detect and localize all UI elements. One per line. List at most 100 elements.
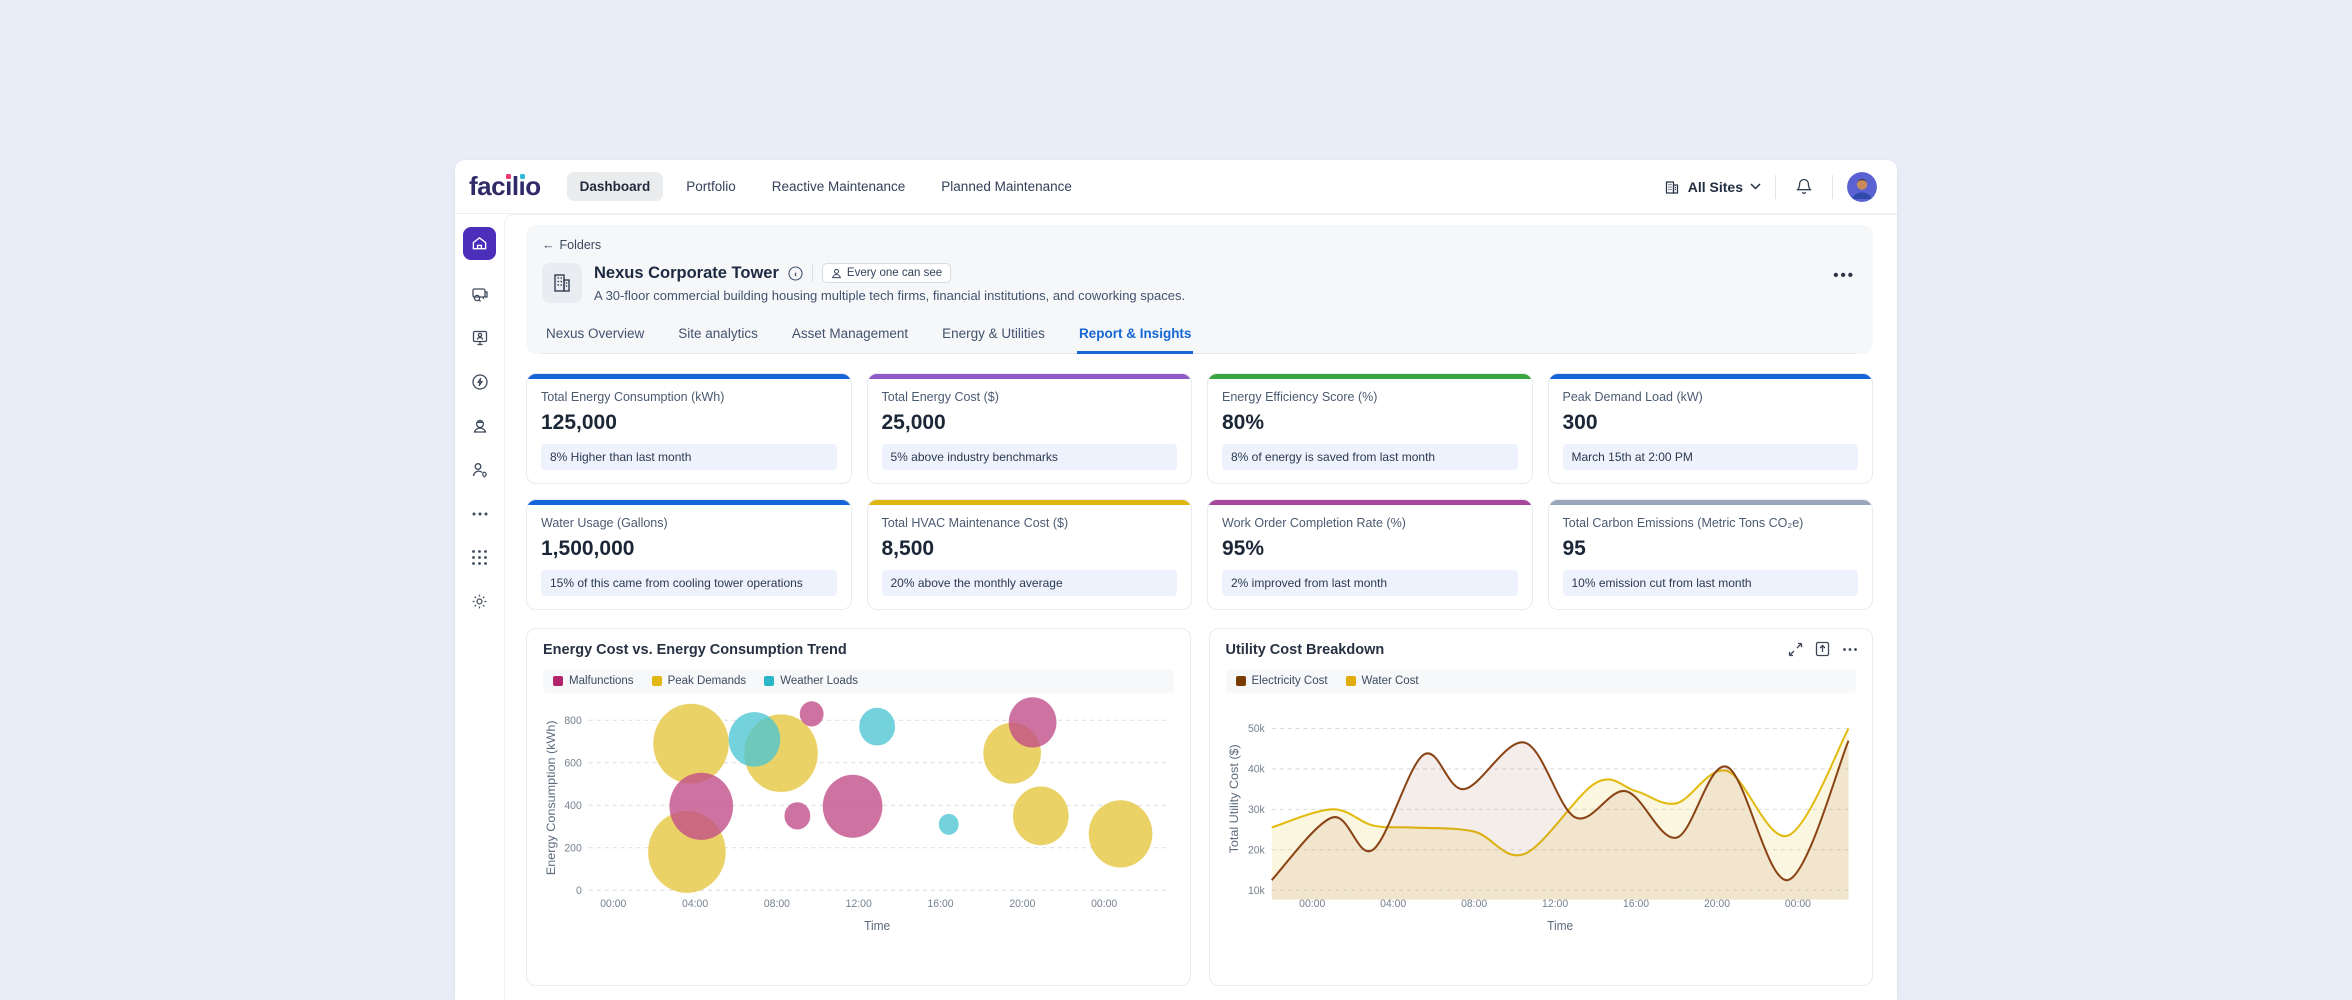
tab-nexus-overview[interactable]: Nexus Overview: [546, 326, 645, 341]
svg-text:00:00: 00:00: [1299, 898, 1325, 910]
kpi-value: 8,500: [881, 537, 935, 560]
kpi-note: 15% of this came from cooling tower oper…: [541, 570, 837, 596]
legend-swatch: [1235, 676, 1246, 686]
bubble-malfunctions: [799, 701, 824, 727]
svg-text:00:00: 00:00: [600, 898, 626, 910]
user-avatar[interactable]: [1847, 171, 1877, 202]
legend-item-malfunctions[interactable]: Malfunctions: [553, 675, 634, 687]
bubble-peak-demands: [1012, 786, 1069, 846]
svg-text:50k: 50k: [1247, 723, 1264, 735]
more-icon[interactable]: [1842, 647, 1858, 652]
header-more-button[interactable]: •••: [1833, 267, 1855, 284]
nav-item-planned-maintenance[interactable]: Planned Maintenance: [941, 179, 1072, 194]
svg-text:04:00: 04:00: [682, 898, 708, 910]
kpi-grid: Total Energy Consumption (kWh) 125,000 8% …: [526, 373, 1873, 610]
legend-item-water-cost[interactable]: Water Cost: [1345, 675, 1419, 687]
kpi-note: 5% above industry benchmarks: [881, 444, 1177, 470]
line-electricity-cost: [1270, 740, 1849, 882]
top-navbar: facı lı o Dashboard Portfolio Reactive Maint…: [455, 160, 1897, 214]
bubble-malfunctions: [669, 772, 734, 840]
line-water-cost: [1270, 727, 1849, 857]
bubble-chart: 0 200 400 600 800 00:00 04:00 08:00 12:00 16:00 20…: [544, 697, 1166, 933]
kpi-title: Peak Demand Load (kW): [1562, 390, 1703, 404]
home-icon: [472, 236, 487, 250]
svg-text:800: 800: [564, 715, 581, 727]
kpi-accent-bar: [527, 500, 851, 505]
kpi-card-total-energy-consumption-kwh: Total Energy Consumption (kWh) 125,000 8% …: [526, 373, 852, 484]
kpi-value: 1,500,000: [541, 537, 635, 560]
svg-text:08:00: 08:00: [1461, 898, 1487, 910]
sidebar-item-visitor-kiosk[interactable]: [469, 327, 490, 348]
facilio-logo[interactable]: facı lı o: [469, 171, 541, 201]
svg-text:200: 200: [564, 842, 581, 854]
svg-text:600: 600: [564, 757, 581, 769]
charts-row: Energy Cost vs. Energy Consumption Trend…: [526, 628, 1873, 986]
nav-item-reactive-maintenance[interactable]: Reactive Maintenance: [771, 179, 906, 194]
sidebar-item-technician[interactable]: [469, 459, 490, 480]
notifications-bell-icon[interactable]: [1790, 173, 1818, 201]
sidebar-item-settings[interactable]: [469, 591, 490, 612]
kpi-note: 20% above the monthly average: [881, 570, 1177, 596]
building-icon: [1663, 178, 1681, 196]
legend-item-weather-loads[interactable]: Weather Loads: [764, 675, 858, 687]
sidebar-item-more[interactable]: [469, 503, 490, 524]
sidebar-item-apps[interactable]: [469, 547, 490, 568]
svg-text:20k: 20k: [1247, 844, 1264, 856]
gear-icon: [472, 594, 487, 609]
bubble-peak-demands: [653, 703, 729, 784]
kpi-value: 25,000: [881, 411, 946, 434]
visibility-badge[interactable]: Every one can see: [821, 263, 952, 283]
legend-item-peak-demands[interactable]: Peak Demands: [651, 675, 746, 687]
sidebar-item-assets[interactable]: [469, 283, 490, 304]
left-sidebar: [455, 214, 504, 999]
tab-site-analytics[interactable]: Site analytics: [678, 326, 758, 341]
svg-text:16:00: 16:00: [928, 898, 954, 910]
ellipsis-icon: [472, 512, 487, 515]
kpi-card-peak-demand-load-kw: Peak Demand Load (kW) 300 March 15th at 2:…: [1547, 373, 1873, 484]
logo-dot-teal: [519, 174, 525, 179]
folders-back-link[interactable]: ← Folders: [542, 238, 602, 252]
sidebar-item-home[interactable]: [463, 227, 496, 260]
nav-item-portfolio[interactable]: Portfolio: [686, 179, 736, 194]
svg-text:30k: 30k: [1247, 804, 1264, 816]
tab-asset-management[interactable]: Asset Management: [791, 326, 909, 341]
tab-report-insights[interactable]: Report & Insights: [1076, 317, 1194, 354]
kpi-note: March 15th at 2:00 PM: [1562, 444, 1858, 470]
site-selector[interactable]: All Sites: [1663, 178, 1761, 196]
building-header-card: ← Folders Nexus Corporate Tower: [526, 225, 1873, 354]
kpi-accent-bar: [867, 500, 1191, 505]
legend-swatch: [553, 676, 563, 686]
primary-nav: Dashboard Portfolio Reactive Maintenance Pl…: [566, 172, 1085, 201]
svg-text:12:00: 12:00: [846, 898, 872, 910]
svg-text:10k: 10k: [1247, 885, 1264, 897]
legend-item-electricity-cost[interactable]: Electricity Cost: [1235, 675, 1328, 687]
nav-item-dashboard[interactable]: Dashboard: [566, 172, 664, 201]
back-arrow-icon: ←: [542, 238, 555, 252]
sidebar-item-vendor[interactable]: [469, 415, 490, 436]
bubble-malfunctions: [1008, 697, 1057, 748]
kpi-card-water-usage-gallons: Water Usage (Gallons) 1,500,000 15% of thi…: [526, 499, 852, 610]
svg-text:Time: Time: [864, 919, 890, 933]
svg-text:40k: 40k: [1247, 763, 1264, 775]
divider: [811, 264, 813, 282]
utility-cost-chart-card: Utility Cost Breakdown Electricity Cost W…: [1208, 628, 1873, 986]
sidebar-item-energy[interactable]: [469, 371, 490, 392]
svg-text:04:00: 04:00: [1380, 898, 1406, 910]
bubble-malfunctions: [784, 802, 811, 830]
tab-energy-utilities[interactable]: Energy & Utilities: [942, 326, 1045, 341]
bubble-malfunctions: [822, 774, 883, 838]
info-icon[interactable]: [788, 265, 803, 281]
kpi-title: Total Carbon Emissions (Metric Tons CO₂e…: [1562, 516, 1804, 530]
expand-icon[interactable]: [1788, 642, 1803, 657]
kpi-title: Water Usage (Gallons): [541, 516, 668, 530]
person-icon: [831, 268, 841, 278]
asset-machine-icon: [471, 287, 488, 302]
chart-legend: Malfunctions Peak Demands Weather Loads: [543, 669, 1174, 693]
svg-text:08:00: 08:00: [764, 898, 790, 910]
kpi-note: 8% Higher than last month: [541, 444, 837, 470]
kpi-value: 125,000: [541, 411, 617, 434]
export-icon[interactable]: [1815, 641, 1830, 657]
person-wrench-icon: [472, 462, 487, 478]
kpi-value: 300: [1562, 411, 1598, 434]
bubble-weather-loads: [728, 712, 781, 767]
